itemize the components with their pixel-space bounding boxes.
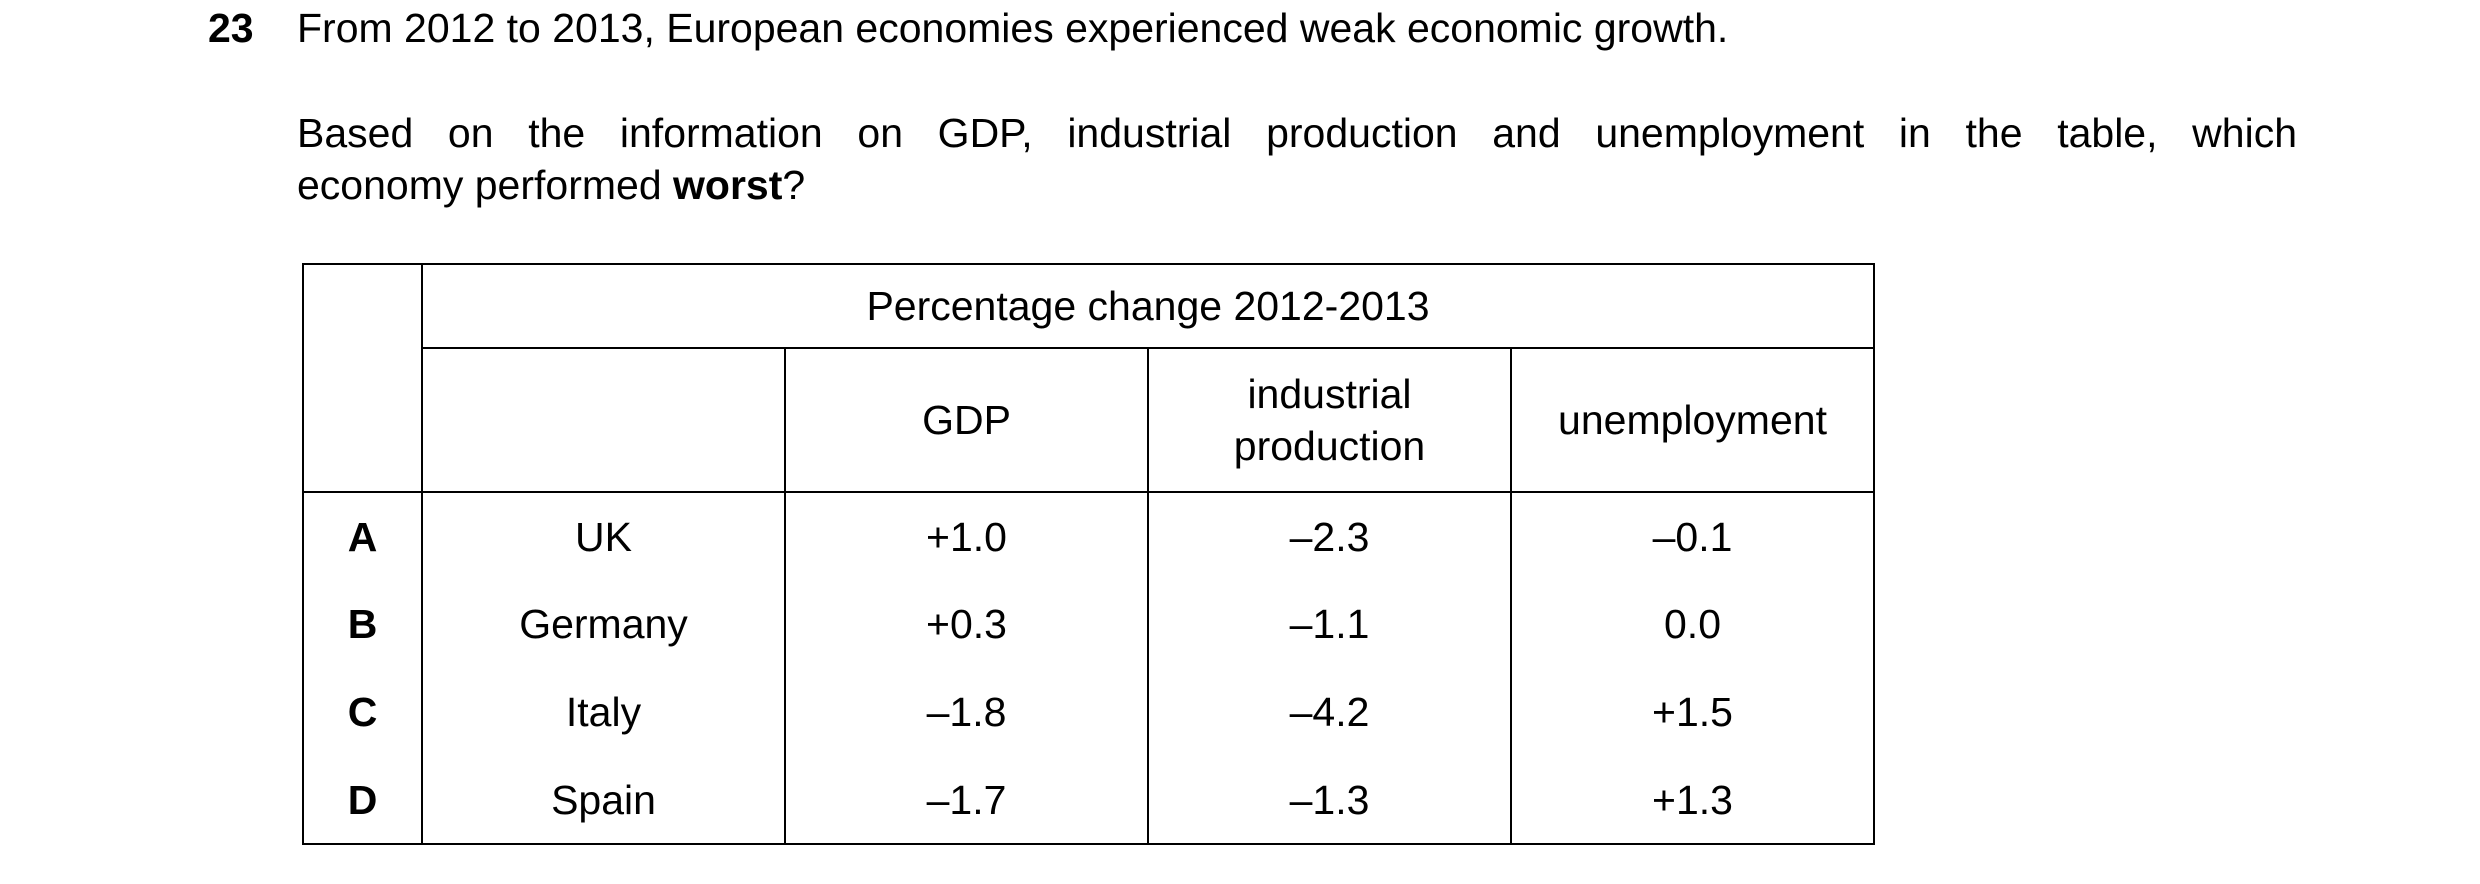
header-blank-country-cell (421, 347, 786, 493)
prompt-line-2-text: economy performed (297, 162, 674, 208)
gdp-cell: +0.3 (784, 580, 1149, 668)
country-cell: Italy (421, 668, 786, 756)
country-cell: Spain (421, 756, 786, 845)
group-header-percentage-change: Percentage change 2012-2013 (421, 263, 1875, 349)
table-row: A UK +1.0 –2.3 –0.1 (302, 491, 1875, 580)
prompt-emphasis-worst: worst (673, 162, 783, 208)
header-blank-letter-cell (302, 263, 423, 493)
gdp-cell: –1.7 (784, 756, 1149, 845)
table-header-row-2: GDP industrial production unemployment (303, 347, 1875, 493)
question-number: 23 (208, 5, 254, 51)
industrial-cell: –4.2 (1147, 668, 1512, 756)
prompt-question-mark: ? (782, 162, 806, 208)
gdp-cell: +1.0 (784, 491, 1149, 580)
industrial-cell: –1.1 (1147, 580, 1512, 668)
unemployment-cell: +1.3 (1510, 756, 1875, 845)
prompt-line-2: economy performed worst? (297, 159, 2297, 211)
column-header-industrial-production: industrial production (1147, 347, 1512, 493)
column-header-unemployment: unemployment (1510, 347, 1875, 493)
prompt-line-1: Based on the information on GDP, industr… (297, 110, 2297, 156)
table-row: B Germany +0.3 –1.1 0.0 (302, 580, 1875, 668)
table-row: D Spain –1.7 –1.3 +1.3 (302, 756, 1875, 845)
unemployment-cell: –0.1 (1510, 491, 1875, 580)
country-cell: Germany (421, 580, 786, 668)
column-header-gdp: GDP (784, 347, 1149, 493)
table-row: C Italy –1.8 –4.2 +1.5 (302, 668, 1875, 756)
column-header-industrial-line-2: production (1233, 423, 1426, 469)
economic-data-table: Percentage change 2012-2013 GDP industri… (302, 263, 1875, 845)
table-header-row-1: Percentage change 2012-2013 (302, 263, 1875, 493)
option-letter: B (302, 580, 423, 668)
unemployment-cell: 0.0 (1510, 580, 1875, 668)
option-letter: A (302, 491, 423, 580)
column-header-industrial-line-1: industrial (1247, 371, 1412, 417)
option-letter: C (302, 668, 423, 756)
industrial-cell: –1.3 (1147, 756, 1512, 845)
industrial-cell: –2.3 (1147, 491, 1512, 580)
question-stem: From 2012 to 2013, European economies ex… (297, 5, 1729, 51)
gdp-cell: –1.8 (784, 668, 1149, 756)
country-cell: UK (421, 491, 786, 580)
unemployment-cell: +1.5 (1510, 668, 1875, 756)
option-letter: D (302, 756, 423, 845)
question-prompt: Based on the information on GDP, industr… (297, 107, 2297, 211)
